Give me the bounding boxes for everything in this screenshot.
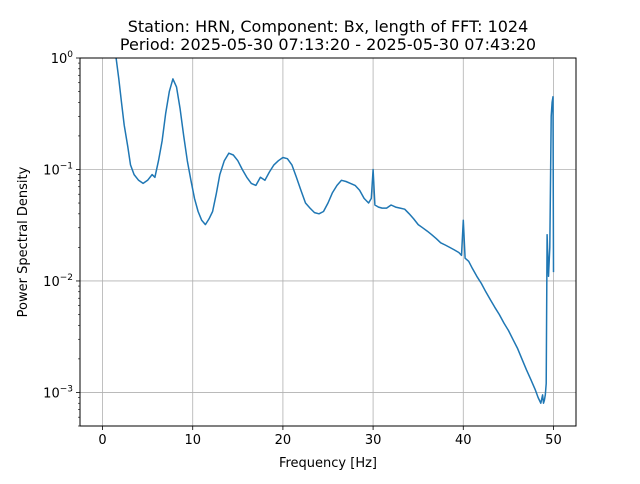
x-tick-label: 50 <box>545 433 562 448</box>
x-tick-label: 20 <box>275 433 292 448</box>
x-tick-label: 30 <box>365 433 382 448</box>
series-layer <box>115 58 555 404</box>
y-axis-label: Power Spectral Density <box>16 166 31 317</box>
y-tick-label: 10−1 <box>43 161 73 178</box>
y-tick-label: 10−2 <box>43 273 73 290</box>
chart-title-line2: Period: 2025-05-30 07:13:20 - 2025-05-30… <box>120 35 536 54</box>
x-tick-label: 10 <box>184 433 201 448</box>
plot-frame <box>79 57 577 427</box>
y-ticks: 100 10−1 10−2 10−3 <box>43 50 80 401</box>
x-tick-label: 40 <box>455 433 472 448</box>
y-tick-label: 100 <box>51 50 74 67</box>
psd-series-line <box>115 58 555 404</box>
chart-title-line1: Station: HRN, Component: Bx, length of F… <box>128 17 529 36</box>
x-tick-label: 0 <box>98 433 106 448</box>
x-axis-label: Frequency [Hz] <box>279 456 377 471</box>
y-gridlines <box>80 169 576 393</box>
x-ticks: 0 10 20 30 40 50 <box>98 426 562 448</box>
y-tick-label: 10−3 <box>43 384 73 401</box>
